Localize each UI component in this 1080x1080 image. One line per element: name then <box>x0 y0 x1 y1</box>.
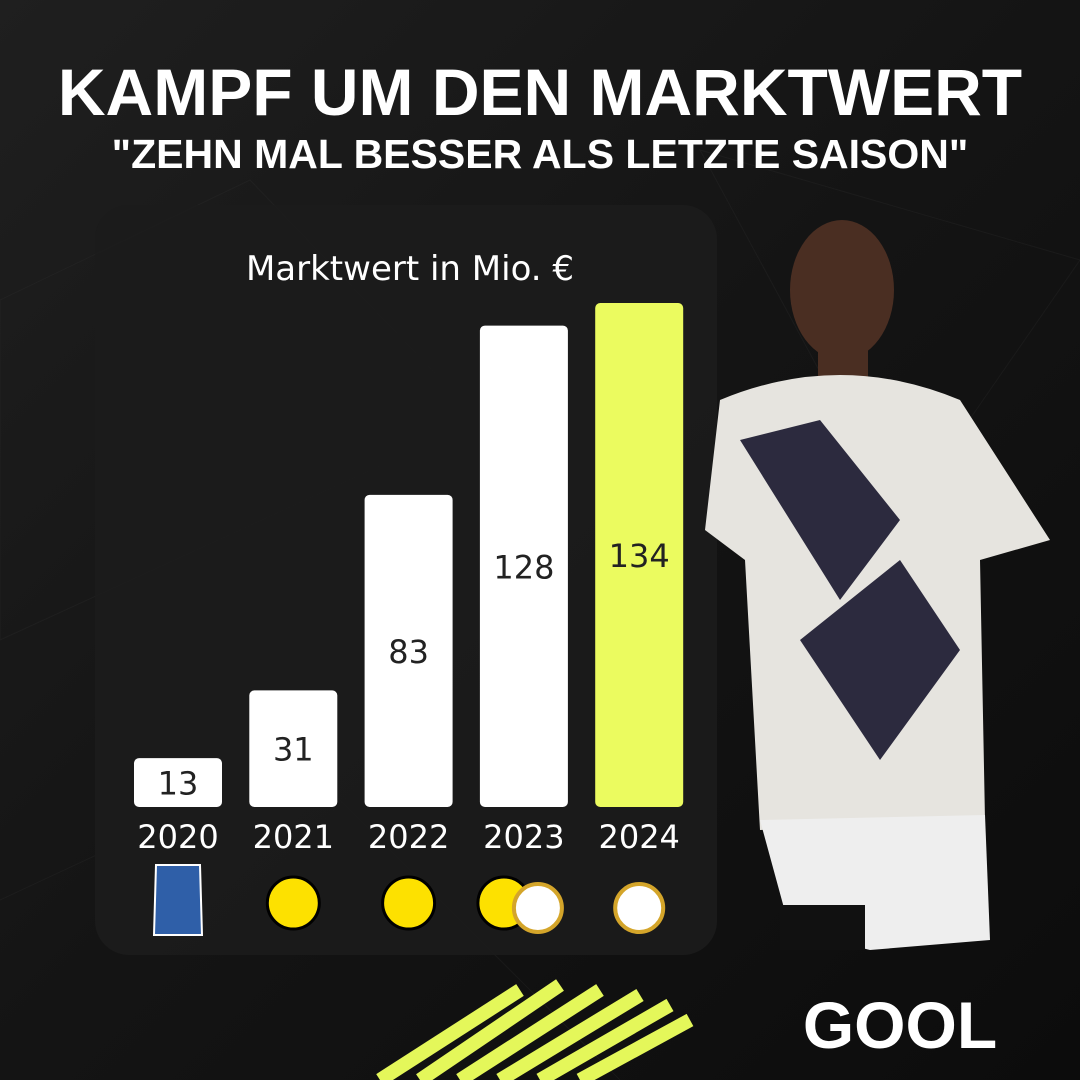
value-label: 31 <box>273 731 314 769</box>
axis-label: Marktwert in Mio. € <box>246 249 574 289</box>
x-tick-label: 2023 <box>483 818 564 856</box>
bar <box>364 494 453 807</box>
club-logo <box>613 882 666 934</box>
bar <box>595 303 684 807</box>
x-tick-label: 2024 <box>598 818 679 856</box>
value-label: 83 <box>388 633 429 671</box>
club-logo <box>381 875 437 931</box>
subtitle: "ZEHN MAL BESSER ALS LETZTE SAISON" <box>112 131 969 177</box>
bar <box>479 325 568 807</box>
value-label: 134 <box>609 537 670 575</box>
player-image <box>705 220 1050 950</box>
club-logo <box>511 882 564 934</box>
x-tick-label: 2022 <box>368 818 449 856</box>
stripes <box>376 979 694 1080</box>
bars: 13 2020 31 2021 83 2022 128 2023 134 2024 <box>134 303 684 936</box>
bar <box>249 690 338 807</box>
value-label: 128 <box>493 548 554 586</box>
bar <box>134 758 222 807</box>
x-tick-label: 2020 <box>137 818 218 856</box>
club-logo <box>152 864 204 936</box>
x-tick-label: 2021 <box>253 818 334 856</box>
value-label: 13 <box>158 765 199 803</box>
title: KAMPF UM DEN MARKTWERT <box>58 55 1022 129</box>
club-logo <box>265 875 321 931</box>
brand-logo: GOOL <box>803 988 997 1062</box>
